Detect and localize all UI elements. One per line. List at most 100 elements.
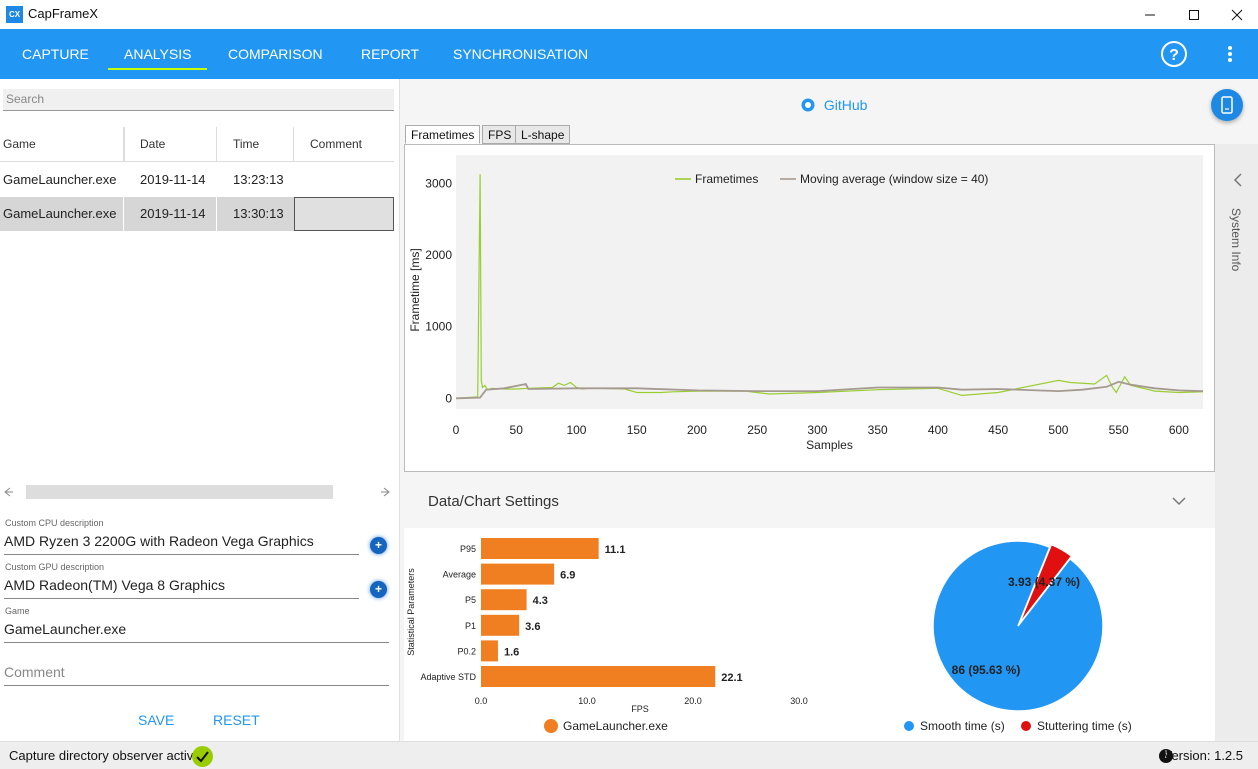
x-tick-label: 400 (928, 423, 948, 437)
minimize-icon (1145, 14, 1155, 15)
search-input[interactable]: Search (3, 89, 394, 111)
add-gpu-button[interactable]: + (370, 581, 387, 598)
github-link[interactable]: GitHub (801, 97, 867, 113)
bar-value-label: 22.1 (721, 672, 742, 684)
chart-settings-title: Data/Chart Settings (428, 493, 559, 510)
check-circle-icon (192, 746, 213, 767)
observer-status-text: Capture directory observer active: (9, 748, 205, 763)
gpu-description-field[interactable]: AMD Radeon(TM) Vega 8 Graphics (4, 577, 359, 599)
x-tick-label: 100 (566, 423, 586, 437)
y-axis-title: Frametime [ms] (408, 248, 422, 331)
bar-value-label: 11.1 (605, 544, 626, 556)
x-tick-label: 200 (687, 423, 707, 437)
x-tick-label: 450 (988, 423, 1008, 437)
close-button[interactable] (1215, 0, 1258, 29)
column-header-game[interactable]: Game (0, 127, 124, 162)
cell-time: 13:30:13 (233, 206, 284, 221)
maximize-button[interactable] (1171, 0, 1217, 29)
x-tick-label: 600 (1169, 423, 1189, 437)
scroll-left-icon[interactable] (3, 487, 13, 497)
save-button[interactable]: SAVE (138, 712, 175, 728)
x-tick-label: 350 (868, 423, 888, 437)
version-text: Version: 1.2.5 (1163, 748, 1244, 763)
cell-date: 2019-11-14 (124, 197, 217, 231)
pie-slice-stutter (1018, 543, 1073, 624)
cell-comment-editing[interactable] (294, 197, 394, 231)
x-tick-label: 300 (807, 423, 827, 437)
chart-tab-frametimes[interactable]: Frametimes (405, 125, 481, 144)
statistics-panel: P95 11.1 Average 6.9 P5 4.3 P1 3.6 P0.2 1.6 Adapti… (404, 528, 1215, 741)
frametime-chart-panel: 0 1000 2000 3000 0 50 100 150 200 250 300 350 400 450… (404, 144, 1215, 472)
category-label: Average (443, 570, 476, 580)
add-cpu-button[interactable]: + (370, 537, 387, 554)
scrollbar-thumb[interactable] (26, 485, 333, 499)
stutter-pie-chart[interactable]: 3.93 (4.37 %) 86 (95.63 %) Smooth time (s)… (874, 528, 1215, 741)
column-header-time[interactable]: Time (230, 127, 294, 162)
tab-capture[interactable]: CAPTURE (22, 46, 89, 62)
chevron-down-icon[interactable] (1172, 496, 1186, 506)
category-label: Adaptive STD (420, 672, 476, 682)
y-tick-label: 1000 (425, 320, 452, 334)
x-tick-label: 30.0 (790, 696, 808, 706)
main-nav: CAPTURE ANALYSIS COMPARISON REPORT SYNCH… (0, 29, 1258, 79)
x-tick-label: 500 (1048, 423, 1068, 437)
game-field[interactable]: GameLauncher.exe (4, 621, 389, 643)
tab-report[interactable]: REPORT (361, 46, 420, 62)
app-logo-icon: CX (6, 6, 23, 23)
legend-swatch (904, 721, 914, 731)
plot-area (456, 155, 1203, 409)
x-tick-label: 150 (627, 423, 647, 437)
x-tick-label: 0.0 (475, 696, 488, 706)
chevron-left-icon[interactable] (1232, 172, 1244, 188)
left-panel: Search Game Date Time Comment GameLaunch… (0, 79, 400, 741)
tab-comparison[interactable]: COMPARISON (228, 46, 323, 62)
tab-synchronisation[interactable]: SYNCHRONISATION (453, 46, 589, 62)
svg-text:?: ? (1169, 47, 1179, 64)
legend-swatch (1021, 721, 1031, 731)
close-icon (1231, 9, 1242, 20)
bar (481, 640, 498, 662)
column-header-date[interactable]: Date (137, 127, 217, 162)
bar (481, 563, 555, 585)
bar-value-label: 1.6 (504, 646, 519, 658)
x-axis-title: FPS (631, 704, 649, 714)
minimize-button[interactable] (1127, 0, 1173, 29)
system-info-panel[interactable] (1215, 144, 1258, 741)
chart-tab-lshape[interactable]: L-shape (515, 125, 571, 144)
chart-tab-fps[interactable]: FPS (482, 125, 518, 144)
github-icon (801, 98, 815, 112)
frametime-chart[interactable]: 0 1000 2000 3000 0 50 100 150 200 250 300 350 400 450… (405, 145, 1216, 473)
bar-value-label: 6.9 (560, 570, 575, 582)
statistics-bar-chart[interactable]: P95 11.1 Average 6.9 P5 4.3 P1 3.6 P0.2 1.6 Adapti… (404, 528, 844, 741)
cell-time: 13:23:13 (233, 172, 284, 187)
column-header-comment[interactable]: Comment (310, 137, 363, 151)
screenshot-fab-button[interactable] (1211, 89, 1243, 121)
horizontal-scrollbar[interactable] (0, 481, 394, 501)
cell-date: 2019-11-14 (140, 172, 206, 187)
bar-value-label: 4.3 (533, 595, 548, 607)
title-bar: CX CapFrameX (0, 0, 1258, 29)
table-row-selected[interactable]: GameLauncher.exe 2019-11-14 13:30:13 (0, 197, 394, 231)
tab-analysis[interactable]: ANALYSIS (107, 29, 208, 79)
comment-field[interactable]: Comment (4, 664, 389, 686)
category-label: P0.2 (457, 646, 476, 656)
chart-settings-expander[interactable] (404, 476, 1215, 526)
table-row[interactable]: GameLauncher.exe 2019-11-14 13:23:13 (0, 163, 394, 197)
x-tick-label: 250 (747, 423, 767, 437)
cell-game: GameLauncher.exe (0, 197, 124, 231)
x-axis-title: Samples (806, 438, 853, 452)
legend-label: Frametimes (695, 172, 758, 186)
cpu-description-field[interactable]: AMD Ryzen 3 2200G with Radeon Vega Graph… (4, 533, 359, 555)
y-axis-title: Statistical Parameters (406, 568, 416, 656)
system-info-label: System Info (1229, 208, 1243, 272)
github-label: GitHub (823, 97, 868, 113)
legend-label: Moving average (window size = 40) (800, 172, 988, 186)
y-tick-label: 3000 (425, 177, 452, 191)
scroll-right-icon[interactable] (381, 487, 391, 497)
help-circle-icon[interactable]: ? (1160, 40, 1188, 68)
game-label: Game (5, 606, 30, 616)
info-icon: i (1159, 749, 1173, 763)
reset-button[interactable]: RESET (213, 712, 260, 728)
y-tick-label: 0 (445, 391, 452, 405)
more-vertical-icon[interactable] (1222, 44, 1238, 64)
